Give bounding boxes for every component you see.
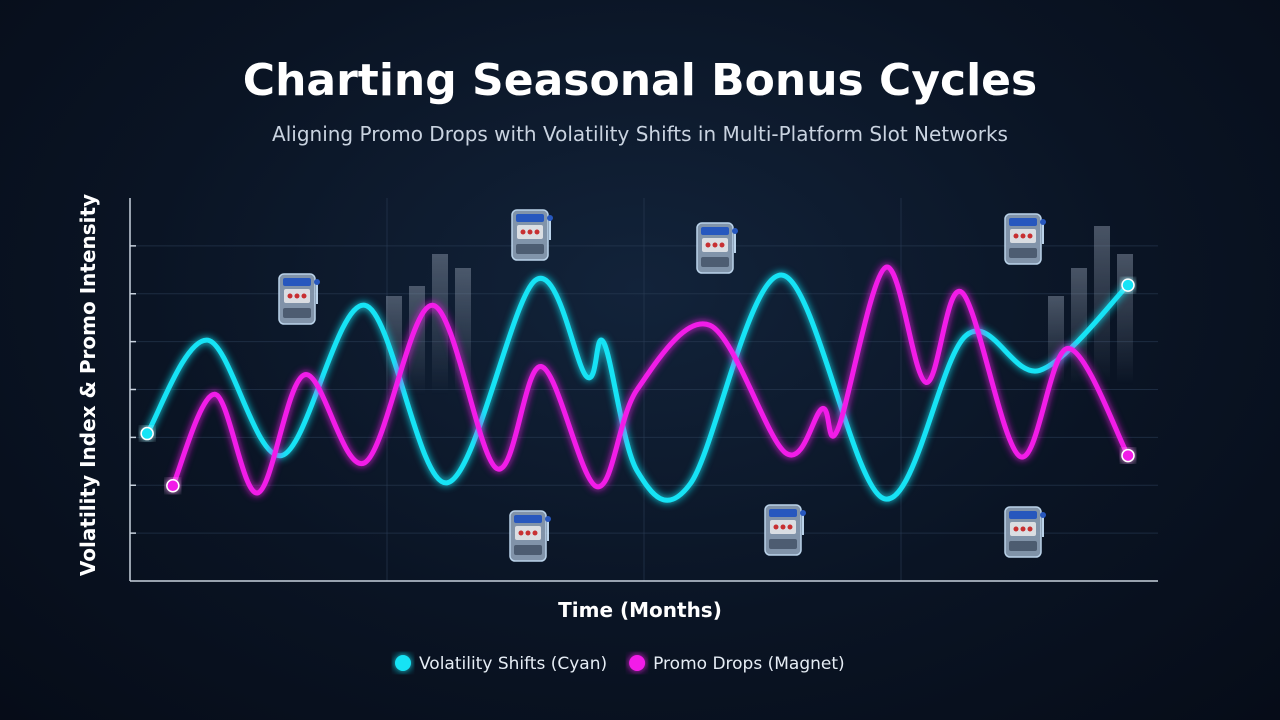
x-axis-label: Time (Months) <box>558 598 722 622</box>
legend-label: Volatility Shifts (Cyan) <box>419 654 607 674</box>
line-endpoint <box>1121 448 1135 463</box>
legend-swatch <box>629 655 646 671</box>
series-line <box>170 264 1131 496</box>
legend-label: Promo Drops (Magnet) <box>653 654 845 674</box>
chart-title: Charting Seasonal Bonus Cycles <box>243 55 1037 106</box>
series-line <box>144 272 1131 503</box>
legend-swatch <box>395 655 411 671</box>
decor <box>278 209 1133 562</box>
line-endpoint <box>1121 278 1135 292</box>
chart-subtitle: Aligning Promo Drops with Volatility Shi… <box>272 122 1008 146</box>
y-axis-label: Volatility Index & Promo Intensity <box>76 194 100 576</box>
legend: Volatility Shifts (Cyan) Promo Drops (Mag… <box>395 654 845 674</box>
line-endpoint <box>166 478 180 493</box>
line-endpoint <box>140 426 154 441</box>
